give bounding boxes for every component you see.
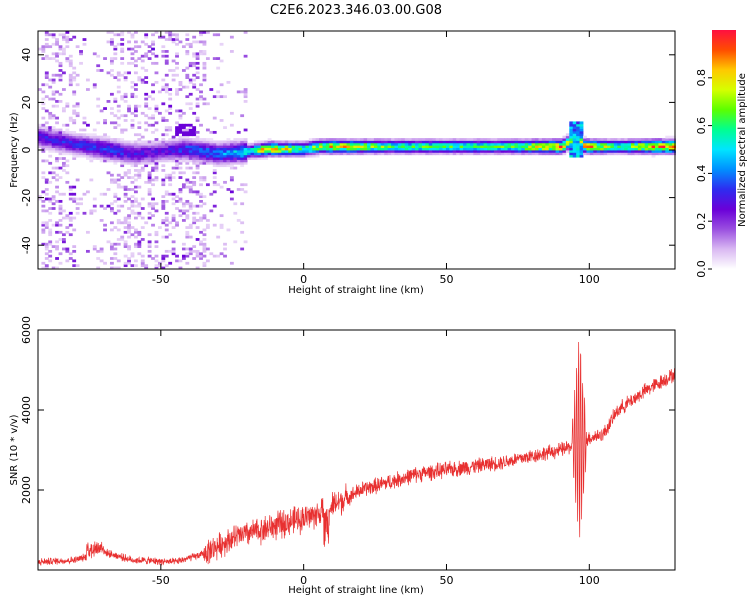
spectrogram-x-tick-label: 0: [300, 273, 307, 286]
spectrogram-y-axis-label: Frequency (Hz): [9, 112, 20, 188]
snr-frame: [37, 329, 676, 571]
snr-x-tick-label: 0: [300, 574, 307, 587]
snr-x-tick-label: 100: [579, 574, 600, 587]
spectrogram-panel: -50 0 50 100 -40 -20 0 20 40 Height of straight …: [9, 30, 676, 296]
spectrogram-x-tick-label: 50: [439, 273, 453, 286]
spectrogram-x-tick-label: 100: [579, 273, 600, 286]
colorbar-tick-label: 0.4: [695, 165, 708, 183]
snr-y-tick-label: 2000: [20, 476, 33, 504]
colorbar-tick-label: 0.0: [695, 260, 708, 278]
spectrogram-y-tick-label: 0: [20, 147, 33, 154]
snr-x-axis-label: Height of straight line (km): [288, 585, 424, 596]
spectrogram-y-tick-label: -20: [20, 189, 33, 207]
snr-y-tick-label: 6000: [20, 316, 33, 344]
spectrogram-y-tick-label: -40: [20, 236, 33, 254]
snr-x-tick-label: 50: [439, 574, 453, 587]
colorbar-tick-label: 0.8: [695, 69, 708, 87]
spectrogram-y-tick-label: 20: [20, 95, 33, 109]
colorbar: 0.0 0.2 0.4 0.6 0.8 Normalized spectral ampl…: [695, 30, 748, 278]
spectrogram-cells: [38, 31, 676, 269]
snr-panel: -50 0 50 100 2000 4000 6000 Height of straight…: [9, 316, 676, 596]
colorbar-tick-label: 0.2: [695, 212, 708, 230]
colorbar-ticks: 0.0 0.2 0.4 0.6 0.8: [695, 69, 712, 278]
colorbar-gradient: [712, 30, 736, 269]
snr-series-line: [37, 341, 676, 566]
snr-x-tick-label: -50: [152, 574, 170, 587]
figure-title: C2E6.2023.346.03.00.G08: [270, 3, 442, 18]
spectrogram-ticks: -50 0 50 100 -40 -20 0 20 40: [20, 31, 675, 286]
spectrogram-x-tick-label: -50: [152, 273, 170, 286]
colorbar-tick-label: 0.6: [695, 117, 708, 135]
spectrogram-x-axis-label: Height of straight line (km): [288, 285, 424, 296]
snr-ticks: -50 0 50 100 2000 4000 6000: [20, 316, 675, 587]
colorbar-label: Normalized spectral amplitude: [737, 73, 748, 227]
snr-y-tick-label: 4000: [20, 396, 33, 424]
snr-y-axis-label: SNR (10 * v/v): [9, 414, 20, 485]
spectrogram-y-tick-label: 40: [20, 48, 33, 62]
